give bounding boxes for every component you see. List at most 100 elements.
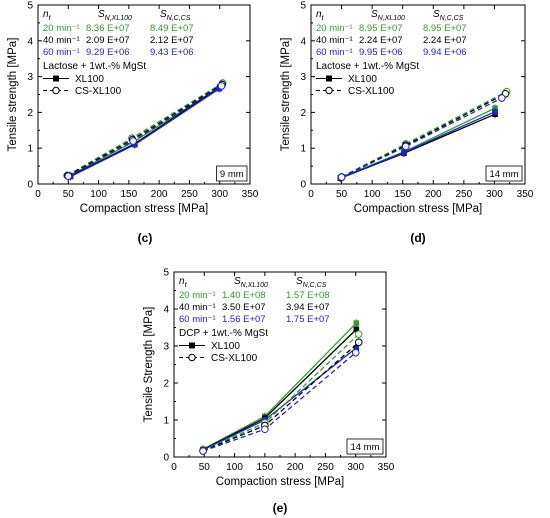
legend-title: DCP + 1wt.-% MgSt [179, 328, 268, 339]
table-cell-speed: 60 min⁻¹ [179, 314, 216, 325]
x-tick-label: 100 [90, 189, 107, 200]
legend-label: CS-XL100 [211, 353, 258, 364]
table-header-sn-xl: SN,XL100 [371, 9, 405, 22]
legend-marker [189, 342, 195, 349]
y-tick-label: 2 [300, 108, 306, 119]
y-axis-label: Tensile Strength [MPa] [143, 307, 155, 423]
legend-title: Lactose + 1wt.-% MgSt [43, 61, 146, 72]
table-cell-speed: 40 min⁻¹ [316, 35, 353, 46]
x-tick-label: 150 [257, 462, 274, 473]
data-point-square [353, 320, 360, 326]
annotation-text: 14 mm [489, 169, 518, 180]
x-tick-label: 50 [199, 462, 211, 473]
data-point-circle [261, 425, 269, 434]
x-tick-label: 350 [242, 189, 259, 200]
table-header-sub: t [185, 282, 188, 289]
x-tick-label: 50 [63, 189, 75, 200]
legend-marker [52, 86, 60, 95]
table-cell-sn-cs: 2.12 E+07 [150, 35, 194, 46]
table-header-sn-xl: SN,XL100 [234, 276, 268, 289]
x-axis-label: Compaction stress [MPa] [216, 476, 344, 488]
y-tick-label: 4 [27, 36, 33, 47]
y-tick-label: 0 [163, 453, 169, 464]
legend-marker [326, 75, 332, 82]
data-point-circle [337, 173, 346, 181]
table-cell-sn-xl: 3.50 E+07 [222, 302, 266, 313]
x-tick-label: 0 [308, 189, 314, 200]
table-cell-sn-xl: 8.36 E+07 [86, 23, 130, 34]
x-tick-label: 100 [364, 189, 381, 200]
y-tick-label: 3 [163, 342, 169, 353]
y-tick-label: 1 [300, 144, 306, 155]
series-line-cs-xl100-40 [341, 93, 506, 178]
x-tick-label: 0 [35, 189, 41, 200]
table-cell-speed: 20 min⁻¹ [43, 23, 80, 34]
x-tick-label: 300 [486, 189, 503, 200]
chart-panel-1: 0 50 100 150 200 250 300 350 0 1 2 3 4 5 Compaction st… [7, 1, 259, 246]
x-tick-label: 300 [347, 462, 364, 473]
table-header-nt: nt [316, 9, 325, 22]
data-point-square [401, 149, 407, 156]
y-tick-label: 5 [300, 1, 306, 12]
legend-label: CS-XL100 [75, 86, 122, 97]
table-cell-sn-cs: 8.95 E+07 [423, 23, 467, 34]
y-tick-label: 1 [27, 144, 33, 155]
x-tick-label: 250 [317, 462, 334, 473]
legend-marker [188, 353, 196, 362]
legend-marker [325, 86, 333, 95]
y-tick-label: 0 [27, 180, 33, 191]
x-tick-label: 250 [181, 189, 198, 200]
x-tick-label: 200 [151, 189, 168, 200]
table-cell-sn-cs: 9.43 E+06 [150, 47, 194, 58]
table-cell-speed: 60 min⁻¹ [316, 47, 353, 58]
legend-title: Lactose + 1wt.-% MgSt [316, 61, 419, 72]
data-point-circle [497, 94, 506, 102]
table-cell-sn-xl: 1.56 E+07 [222, 314, 266, 325]
y-tick-label: 4 [300, 36, 306, 47]
data-point-circle [354, 338, 363, 347]
panel-label: (d) [410, 231, 425, 245]
table-cell-sn-cs: 1.57 E+08 [286, 290, 330, 301]
y-tick-label: 1 [163, 416, 169, 427]
data-point-circle [129, 137, 137, 145]
chart-panel-3: 0 50 100 150 200 250 300 350 0 1 2 3 4 5 Compaction st… [143, 268, 395, 516]
x-tick-label: 200 [425, 189, 442, 200]
data-point-circle [217, 82, 226, 90]
table-cell-sn-xl: 2.09 E+07 [86, 35, 130, 46]
y-tick-label: 2 [27, 108, 33, 119]
data-point-square [132, 141, 138, 148]
x-axis-label: Compaction stress [MPa] [80, 203, 208, 215]
table-header-sub: N,C,CS [167, 15, 191, 22]
table-cell-sn-cs: 9.94 E+06 [423, 47, 467, 58]
data-point-square [353, 345, 360, 351]
table-cell-sn-cs: 8.49 E+07 [150, 23, 194, 34]
legend-label: CS-XL100 [348, 86, 395, 97]
table-header-sn-cs: SN,C,CS [296, 276, 327, 289]
x-tick-label: 200 [287, 462, 304, 473]
table-header-sub: t [322, 15, 325, 22]
data-point-square [353, 326, 360, 333]
y-tick-label: 3 [27, 72, 33, 83]
table-cell-sn-xl: 1.40 E+08 [222, 290, 266, 301]
legend-marker [53, 75, 59, 82]
x-tick-label: 300 [211, 189, 228, 200]
y-tick-label: 2 [163, 379, 169, 390]
table-header-nt: nt [179, 276, 188, 289]
y-tick-label: 3 [300, 72, 306, 83]
table-cell-sn-cs: 2.24 E+07 [423, 35, 467, 46]
table-cell-speed: 40 min⁻¹ [43, 35, 80, 46]
table-cell-sn-xl: 8.95 E+07 [359, 23, 403, 34]
data-point-circle [199, 447, 207, 455]
x-tick-label: 0 [171, 462, 177, 473]
table-cell-sn-xl: 2.24 E+07 [359, 35, 403, 46]
panel-label: (c) [138, 231, 153, 245]
annotation-box [216, 165, 248, 182]
annotation-box [346, 438, 384, 455]
panel-label: (e) [273, 501, 288, 515]
x-tick-label: 150 [394, 189, 411, 200]
table-cell-speed: 40 min⁻¹ [179, 302, 216, 313]
data-point-circle [401, 142, 410, 151]
table-cell-speed: 60 min⁻¹ [43, 47, 80, 58]
annotation-text: 14 mm [350, 442, 379, 453]
x-tick-label: 50 [336, 189, 348, 200]
